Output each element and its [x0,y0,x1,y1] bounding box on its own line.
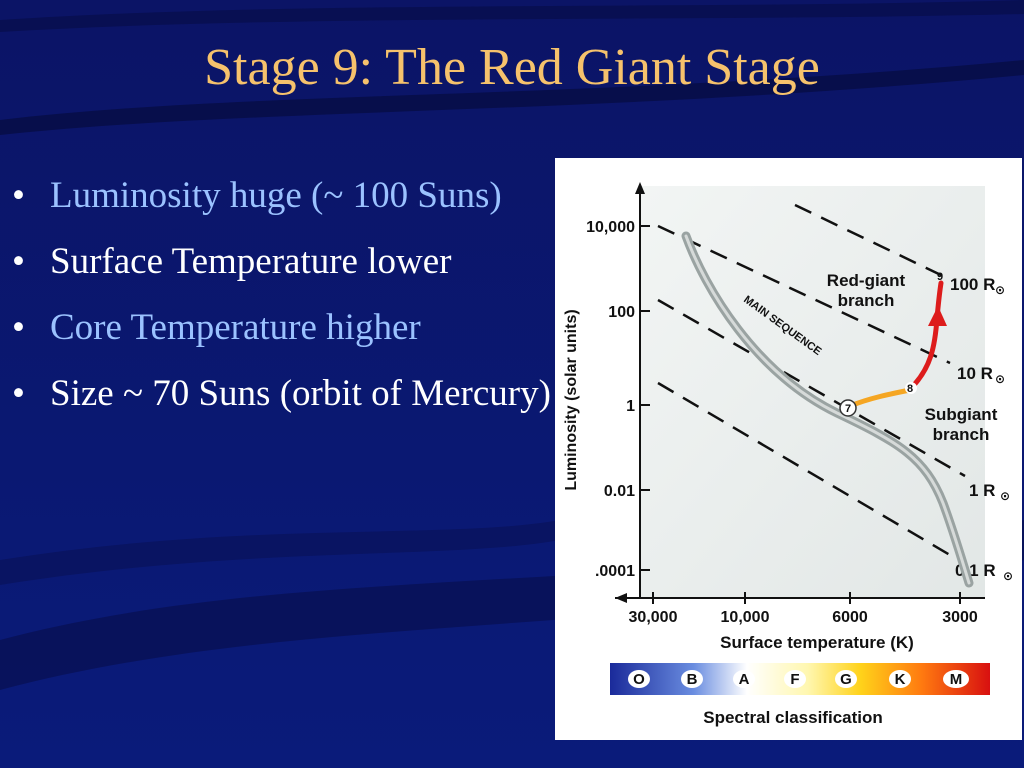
spectral-class-label: F [790,671,799,688]
bullet-list: • Luminosity huge (~ 100 Suns) • Surface… [12,172,557,436]
hr-diagram: 10,000 100 1 0.01 .0001 Luminosity (sola… [563,182,1013,727]
bullet-text: Size ~ 70 Suns (orbit of Mercury) [50,373,551,414]
x-axis-label: Surface temperature (K) [720,633,914,652]
spectral-label: Spectral classification [703,708,883,727]
svg-text:⊙: ⊙ [1003,569,1013,583]
spectral-class-label: K [895,671,906,688]
x-tick-label: 6000 [832,609,868,626]
red-giant-label: Red-giant [827,271,906,290]
spectral-class-label: B [687,671,698,688]
spectral-class-label: A [739,671,750,688]
x-tick-label: 3000 [942,609,978,626]
spectral-class-badge [835,670,857,688]
spectral-class-badge [889,670,911,688]
svg-text:⊙: ⊙ [1000,489,1010,503]
spectral-class-badge [943,670,969,688]
stage-9-label: 9 [937,271,943,283]
bullet-marker: • [12,373,25,414]
subgiant-label: branch [933,425,990,444]
radius-line [657,224,951,365]
y-tick-label: 10,000 [586,219,635,236]
bullet-item: • Luminosity huge (~ 100 Suns) [12,172,557,220]
hr-diagram-panel: 10,000 100 1 0.01 .0001 Luminosity (sola… [555,158,1022,740]
x-tick-label: 10,000 [721,609,770,626]
radius-lines [657,203,966,560]
svg-text:⊙: ⊙ [995,283,1005,297]
x-tick-label: 30,000 [629,609,678,626]
bullet-marker: • [12,241,25,282]
bullet-item: • Size ~ 70 Suns (orbit of Mercury) [12,370,557,418]
stage-8-point [905,382,917,394]
stage-8-label: 8 [907,383,913,395]
svg-text:10 R: 10 R [957,364,993,383]
svg-text:1 R: 1 R [969,481,995,500]
svg-text:⊙: ⊙ [995,372,1005,386]
radius-label: 1 R ⊙ [969,481,1010,503]
bullet-item: • Core Temperature higher [12,304,557,352]
red-giant-arrow [928,306,947,326]
spectral-class-badge [681,670,703,688]
y-axis-label: Luminosity (solar units) [563,309,580,490]
y-tick-label: .0001 [595,563,635,580]
y-tick-label: 1 [626,398,635,415]
bullet-text: Surface Temperature lower [50,241,452,282]
spectral-class-label: G [840,671,852,688]
stage-7-point [839,399,857,417]
bullet-item: • Surface Temperature lower [12,238,557,286]
spectral-class-badge [784,670,806,688]
bullet-marker: • [12,307,25,348]
spectral-class-badge [628,670,650,688]
bullet-marker: • [12,175,25,216]
radius-label: 10 R ⊙ [957,364,1005,386]
slide-title: Stage 9: The Red Giant Stage [204,39,820,96]
radius-label: 100 R ⊙ [950,275,1005,297]
svg-text:100 R: 100 R [950,275,995,294]
red-giant-label: branch [838,291,895,310]
radius-line [657,298,966,478]
subgiant-label: Subgiant [925,405,998,424]
bullet-text: Luminosity huge (~ 100 Suns) [50,175,502,216]
spectral-class-label: O [633,671,645,688]
y-tick-label: 0.01 [604,483,635,500]
y-axis-arrow [635,182,645,194]
bullet-text: Core Temperature higher [50,307,421,348]
spectral-class-badge [733,670,755,688]
stage-7-label: 7 [845,403,851,415]
spectral-class-label: M [950,671,963,688]
y-tick-label: 100 [608,304,635,321]
